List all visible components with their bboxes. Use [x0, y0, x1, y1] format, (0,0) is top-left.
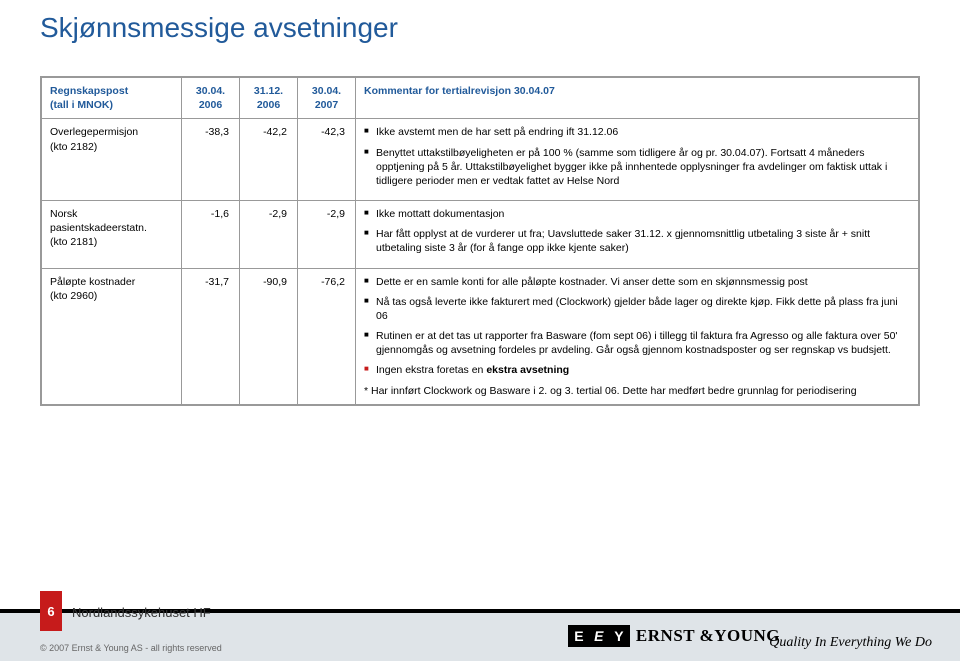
col-header-2007: 30.04. 2007: [298, 78, 356, 119]
bullet-item: Har fått opplyst at de vurderer ut fra; …: [364, 227, 910, 255]
cell-v3: -76,2: [298, 268, 356, 404]
col-header-2006a: 30.04. 2006: [182, 78, 240, 119]
cell-v2: -42,2: [240, 119, 298, 201]
page-number: 6: [40, 591, 62, 631]
row-label-main: Overlegepermisjon: [50, 126, 138, 138]
ernst-young-logo: E E Y ERNST & YOUNG: [568, 625, 780, 647]
cell-comment: Dette er en samle konti for alle påløpte…: [356, 268, 919, 404]
bullet-item: Dette er en samle konti for alle påløpte…: [364, 275, 910, 289]
data-table: Regnskapspost (tall i MNOK) 30.04. 2006 …: [40, 76, 920, 406]
bullet-item: Ikke avstemt men de har sett på endring …: [364, 125, 910, 139]
table-row: Norsk pasientskadeerstatn.(kto 2181)-1,6…: [42, 201, 919, 269]
cell-comment: Ikke avstemt men de har sett på endring …: [356, 119, 919, 201]
cell-comment: Ikke mottatt dokumentasjon Har fått opply…: [356, 201, 919, 269]
cell-v2: -2,9: [240, 201, 298, 269]
header-sub: 2006: [248, 98, 289, 112]
header-text: Regnskapspost: [50, 85, 128, 97]
row-label: Norsk pasientskadeerstatn.(kto 2181): [42, 201, 182, 269]
col-header-regnskapspost: Regnskapspost (tall i MNOK): [42, 78, 182, 119]
cell-v3: -42,3: [298, 119, 356, 201]
cell-v3: -2,9: [298, 201, 356, 269]
col-header-2006b: 31.12. 2006: [240, 78, 298, 119]
bullet-item: Nå tas også leverte ikke fakturert med (…: [364, 295, 910, 323]
row-label: Påløpte kostnader(kto 2960): [42, 268, 182, 404]
slide: Skjønnsmessige avsetninger Regnskapspost…: [0, 0, 960, 661]
row-label-sub: (kto 2960): [50, 289, 173, 303]
header-sub: (tall i MNOK): [50, 98, 173, 112]
row-label-sub: (kto 2181): [50, 235, 173, 249]
bullet-item: Benyttet uttakstilbøyeligheten er på 100…: [364, 146, 910, 189]
cell-v1: -1,6: [182, 201, 240, 269]
row-label-main: Påløpte kostnader: [50, 276, 135, 288]
extra-note: * Har innført Clockwork og Basware i 2. …: [364, 384, 910, 398]
tagline: Quality In Everything We Do: [769, 635, 932, 651]
logo-brand-1: ERNST &: [636, 626, 714, 646]
header-sub: 2006: [190, 98, 231, 112]
bullet-item: Ikke mottatt dokumentasjon: [364, 207, 910, 221]
row-label-sub: (kto 2182): [50, 140, 173, 154]
col-header-kommentar: Kommentar for tertialrevisjon 30.04.07: [356, 78, 919, 119]
bullet-item: Rutinen er at det tas ut rapporter fra B…: [364, 329, 910, 357]
cell-v1: -38,3: [182, 119, 240, 201]
header-sub: 2007: [306, 98, 347, 112]
table-row: Overlegepermisjon (kto 2182) -38,3-42,2-42…: [42, 119, 919, 201]
header-text: 31.12.: [254, 85, 283, 97]
bullet-item: Ingen ekstra foretas en ekstra avsetning: [364, 363, 910, 377]
document-name: Nordlandssykehuset HF: [72, 605, 211, 620]
table-header-row: Regnskapspost (tall i MNOK) 30.04. 2006 …: [42, 78, 919, 119]
header-text: 30.04.: [196, 85, 225, 97]
copyright: © 2007 Ernst & Young AS - all rights res…: [40, 643, 222, 653]
page-title: Skjønnsmessige avsetninger: [40, 12, 398, 44]
cell-v2: -90,9: [240, 268, 298, 404]
row-label-main: Norsk pasientskadeerstatn.: [50, 208, 147, 234]
table-row: Påløpte kostnader(kto 2960)-31,7-90,9-76…: [42, 268, 919, 404]
header-text: 30.04.: [312, 85, 341, 97]
row-label: Overlegepermisjon (kto 2182): [42, 119, 182, 201]
cell-v1: -31,7: [182, 268, 240, 404]
logo-e2-icon: E: [586, 625, 612, 647]
